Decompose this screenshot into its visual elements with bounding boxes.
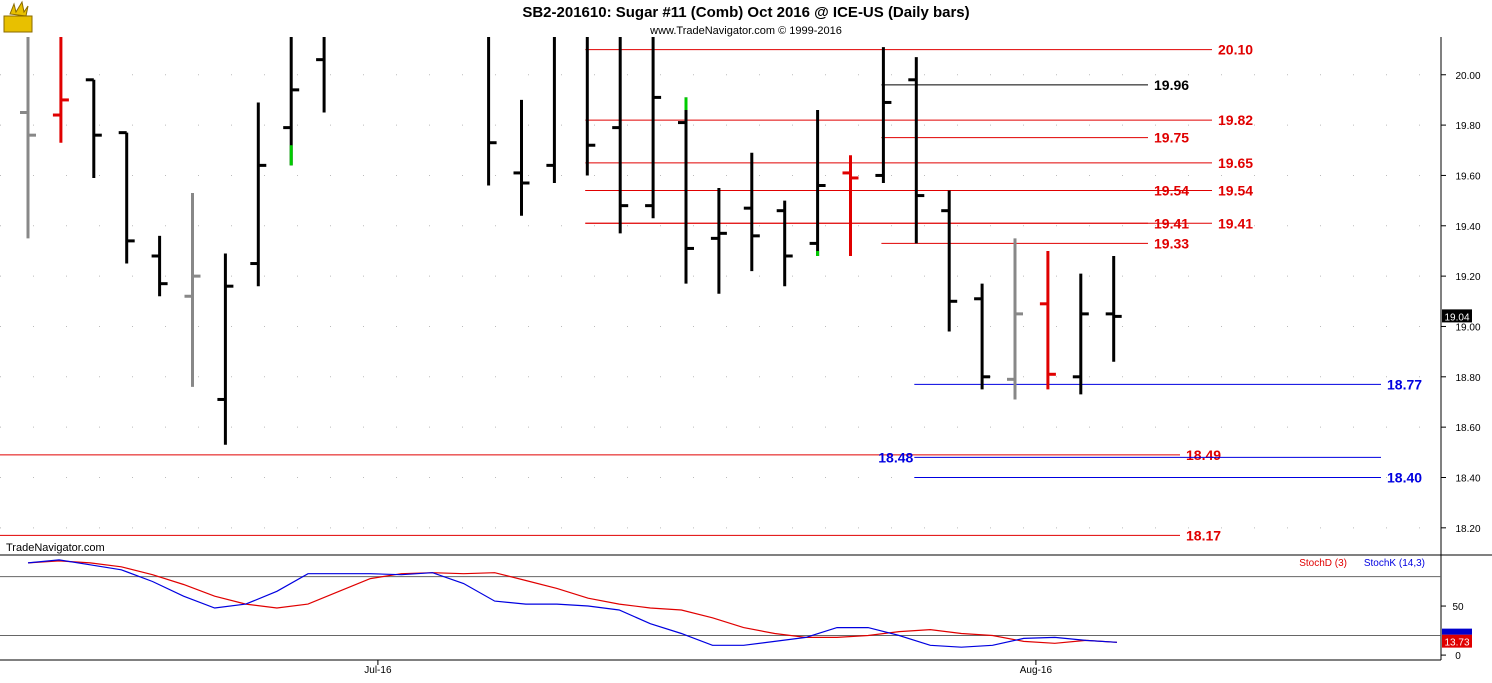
- stoch-last-box-d: [1442, 634, 1472, 648]
- stoch-tick-label: 50: [1452, 602, 1464, 613]
- last-price-box: [1442, 309, 1472, 323]
- ohlc-bar: [151, 235, 168, 297]
- ohlc-bar: [1072, 273, 1089, 395]
- time-tick-label: Jul-16: [364, 665, 392, 676]
- price-tick-label: 19.40: [1455, 222, 1480, 233]
- ohlc-bar: [20, 37, 36, 239]
- price-tick-label: 20.00: [1455, 71, 1480, 82]
- price-tick-label: 18.20: [1455, 524, 1480, 535]
- ohlc-bar: [585, 37, 596, 176]
- price-level-label: 18.48: [878, 449, 913, 465]
- ohlc-bar: [1105, 255, 1122, 362]
- ohlc-bar: [513, 99, 530, 216]
- price-tick-label: 18.40: [1455, 473, 1480, 484]
- ohlc-bar: [217, 253, 234, 445]
- copyright-text: www.TradeNavigator.com © 1999-2016: [649, 25, 842, 37]
- bars-layer: [20, 37, 1122, 445]
- ohlc-bar: [875, 47, 892, 183]
- ohlc-bar: [776, 200, 793, 287]
- price-level-label: 20.10: [1218, 42, 1253, 58]
- ohlc-bar: [118, 131, 135, 264]
- ohlc-bar: [908, 57, 925, 244]
- ohlc-bar: [283, 37, 300, 166]
- price-tick-label: 19.20: [1455, 272, 1480, 283]
- ohlc-bar: [1039, 250, 1056, 390]
- header-bg: [0, 0, 1492, 37]
- price-tick-label: 19.00: [1455, 322, 1480, 333]
- price-level-label: 19.65: [1218, 155, 1253, 171]
- ohlc-bar: [612, 37, 629, 234]
- price-tick-label: 19.80: [1455, 121, 1480, 132]
- stoch-last-box-k: [1442, 628, 1472, 635]
- ohlc-bar: [710, 188, 727, 294]
- stoch-tick-label: 0: [1455, 651, 1461, 662]
- stoch-legend: StochD (3) StochK (14,3): [1299, 558, 1425, 569]
- price-level-label: 19.75: [1154, 130, 1189, 146]
- chart-title: SB2-201610: Sugar #11 (Comb) Oct 2016 @ …: [522, 4, 969, 21]
- price-tick-label: 18.60: [1455, 423, 1480, 434]
- ohlc-bar: [85, 78, 102, 178]
- price-level-label: 18.77: [1387, 376, 1422, 392]
- stoch-last-label: 13.73: [1444, 638, 1469, 649]
- stoch-y-axis: 50 0 13.73: [1441, 602, 1472, 662]
- ohlc-bar: [184, 193, 201, 387]
- ohlc-bar: [842, 155, 859, 256]
- price-level-label: 19.33: [1154, 235, 1189, 251]
- time-tick-label: Aug-16: [1020, 665, 1053, 676]
- price-tick-label: 18.80: [1455, 373, 1480, 384]
- ohlc-bar: [546, 37, 556, 183]
- ohlc-bar: [941, 190, 958, 332]
- price-level-label: 19.54: [1218, 183, 1253, 199]
- price-y-axis: 20.00 19.80 19.60 19.40 19.20 19.00 18.80 18.60…: [1441, 71, 1481, 535]
- stoch-legend-k: StochK (14,3): [1364, 558, 1425, 569]
- ohlc-bar: [250, 102, 267, 287]
- stoch-series-line: [27, 559, 1118, 648]
- ohlc-bar: [743, 152, 760, 272]
- ohlc-bar: [316, 37, 326, 113]
- trade-navigator-logo-icon: [3, 0, 33, 33]
- stoch-series-line: [27, 560, 1118, 644]
- price-level-label: 18.49: [1186, 447, 1221, 463]
- price-level-label: 19.96: [1154, 77, 1189, 93]
- price-level-label: 19.41: [1218, 215, 1253, 231]
- price-grid: [0, 74, 1441, 529]
- ohlc-bar: [678, 97, 694, 284]
- ohlc-bar: [52, 37, 69, 143]
- price-level-label: 19.82: [1218, 112, 1253, 128]
- ohlc-bar: [487, 37, 497, 186]
- stoch-legend-d: StochD (3): [1299, 558, 1347, 569]
- stoch-layer: [0, 559, 1441, 648]
- ohlc-bar: [1007, 238, 1023, 400]
- last-price-label: 19.04: [1444, 312, 1469, 323]
- price-level-label: 18.40: [1387, 469, 1422, 485]
- ohlc-bar: [809, 109, 826, 256]
- time-x-axis: Jul-16 Aug-16: [364, 660, 1052, 676]
- price-level-label: 18.17: [1186, 527, 1221, 543]
- price-tick-label: 19.60: [1455, 171, 1480, 182]
- watermark-text: TradeNavigator.com: [6, 542, 105, 554]
- ohlc-bar: [974, 283, 991, 390]
- ohlc-bar: [645, 37, 662, 219]
